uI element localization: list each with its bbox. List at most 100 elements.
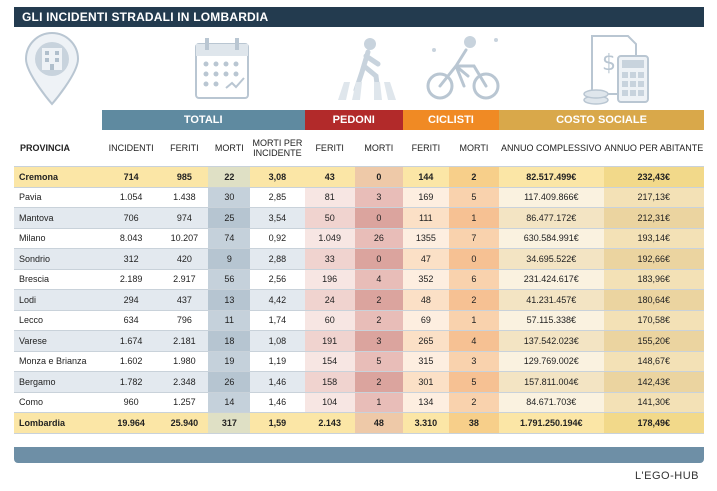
cell-ciclisti-morti: 4 (448, 330, 500, 352)
cell-pedoni-feriti: 24 (304, 289, 355, 311)
cell-morti-per-incidente: 0,92 (250, 228, 305, 249)
cell-annuo-per-abitante: 170,58€ (603, 310, 704, 331)
cell-pedoni-morti: 5 (354, 351, 403, 372)
cell-incidenti: 1.054 (101, 187, 161, 208)
cell-feriti: 985 (160, 166, 209, 188)
cell-ciclisti-feriti: 315 (402, 351, 449, 372)
table-row: Milano 8.043 10.207 74 0,92 1.049 26 1355 7 630.5… (14, 228, 704, 249)
group-ciclisti: CICLISTI (402, 110, 500, 130)
map-pin-building-icon (24, 32, 80, 106)
cell-provincia: Bergamo (14, 371, 102, 393)
table-row: Bergamo 1.782 2.348 26 1,46 158 2 301 5 157.811.0… (14, 371, 704, 393)
cell-morti-per-incidente: 1,19 (250, 351, 305, 372)
cell-annuo-per-abitante: 148,67€ (603, 351, 704, 372)
cell-annuo-complessivo: 630.584.991€ (499, 228, 604, 249)
cell-annuo-complessivo: 86.477.172€ (499, 207, 604, 229)
cell-incidenti: 706 (101, 207, 161, 229)
cell-annuo-per-abitante: 192,66€ (603, 248, 704, 270)
cell-annuo-complessivo: 84.671.703€ (499, 392, 604, 413)
cell-pedoni-feriti: 1.049 (304, 228, 355, 249)
cell-ciclisti-morti: 6 (448, 269, 500, 290)
cell-annuo-complessivo: 129.769.002€ (499, 351, 604, 372)
cell-pedoni-feriti: 81 (304, 187, 355, 208)
cell-morti: 22 (208, 166, 251, 188)
cell-ciclisti-morti: 0 (448, 248, 500, 270)
cell-incidenti: 2.189 (101, 269, 161, 290)
footer-bar (14, 447, 704, 463)
cell-annuo-per-abitante: 178,49€ (603, 412, 704, 434)
cell-morti: 18 (208, 330, 251, 352)
cell-annuo-per-abitante: 142,43€ (603, 371, 704, 393)
cell-provincia: Milano (14, 228, 102, 249)
cell-ciclisti-feriti: 69 (402, 310, 449, 331)
col-ciclisti-feriti: FERITI (402, 130, 449, 167)
cell-feriti: 437 (160, 289, 209, 311)
cell-incidenti: 634 (101, 310, 161, 331)
cell-morti: 317 (208, 412, 251, 434)
table-row: Cremona 714 985 22 3,08 43 0 144 2 82.517.499€ 232… (14, 166, 704, 188)
cell-provincia: Lecco (14, 310, 102, 331)
cell-provincia: Lombardia (14, 412, 102, 434)
cell-incidenti: 714 (101, 166, 161, 188)
cell-annuo-complessivo: 57.115.338€ (499, 310, 604, 331)
credit: L'EGO-HUB (634, 470, 699, 482)
cell-morti: 56 (208, 269, 251, 290)
cell-morti-per-incidente: 2,56 (250, 269, 305, 290)
table-row: Brescia 2.189 2.917 56 2,56 196 4 352 6 231.424.6… (14, 269, 704, 290)
cell-ciclisti-morti: 5 (448, 371, 500, 393)
cell-morti: 9 (208, 248, 251, 270)
cell-annuo-per-abitante: 155,20€ (603, 330, 704, 352)
cell-annuo-complessivo: 1.791.250.194€ (499, 412, 604, 434)
cell-ciclisti-feriti: 111 (402, 207, 449, 229)
table-row: Varese 1.674 2.181 18 1,08 191 3 265 4 137.542.02… (14, 330, 704, 352)
page-title: GLI INCIDENTI STRADALI IN LOMBARDIA (22, 10, 269, 24)
cell-incidenti: 19.964 (101, 412, 161, 434)
cyclist-icon (426, 36, 500, 100)
cell-morti-per-incidente: 2,85 (250, 187, 305, 208)
col-pedoni-feriti: FERITI (304, 130, 355, 167)
cell-morti-per-incidente: 1,46 (250, 392, 305, 413)
cell-morti-per-incidente: 3,54 (250, 207, 305, 229)
cell-ciclisti-feriti: 169 (402, 187, 449, 208)
cell-morti-per-incidente: 4,42 (250, 289, 305, 311)
cell-incidenti: 1.782 (101, 371, 161, 393)
cell-ciclisti-feriti: 1355 (402, 228, 449, 249)
cell-pedoni-feriti: 50 (304, 207, 355, 229)
cell-pedoni-feriti: 104 (304, 392, 355, 413)
calculator-money-icon: $ (583, 35, 649, 105)
cell-pedoni-feriti: 196 (304, 269, 355, 290)
cell-ciclisti-morti: 38 (448, 412, 500, 434)
cell-feriti: 2.917 (160, 269, 209, 290)
cell-annuo-complessivo: 34.695.522€ (499, 248, 604, 270)
cell-pedoni-morti: 2 (354, 371, 403, 393)
title-bar: GLI INCIDENTI STRADALI IN LOMBARDIA (14, 7, 704, 27)
cell-annuo-per-abitante: 141,30€ (603, 392, 704, 413)
cell-pedoni-morti: 1 (354, 392, 403, 413)
cell-annuo-complessivo: 117.409.866€ (499, 187, 604, 208)
table-row: Sondrio 312 420 9 2,88 33 0 47 0 34.695.522€ 192,6… (14, 248, 704, 270)
cell-annuo-per-abitante: 232,43€ (603, 166, 704, 188)
cell-provincia: Monza e Brianza (14, 351, 102, 372)
pedestrian-crossing-icon (338, 38, 396, 100)
cell-pedoni-morti: 0 (354, 207, 403, 229)
cell-pedoni-morti: 3 (354, 330, 403, 352)
cell-morti: 13 (208, 289, 251, 311)
cell-morti: 30 (208, 187, 251, 208)
cell-annuo-complessivo: 41.231.457€ (499, 289, 604, 311)
cell-morti-per-incidente: 1,46 (250, 371, 305, 393)
cell-annuo-complessivo: 137.542.023€ (499, 330, 604, 352)
cell-pedoni-morti: 4 (354, 269, 403, 290)
cell-pedoni-morti: 0 (354, 248, 403, 270)
table-row: Pavia 1.054 1.438 30 2,85 81 3 169 5 117.409.866€… (14, 187, 704, 208)
cell-morti: 26 (208, 371, 251, 393)
cell-annuo-per-abitante: 217,13€ (603, 187, 704, 208)
cell-ciclisti-feriti: 48 (402, 289, 449, 311)
cell-annuo-complessivo: 157.811.004€ (499, 371, 604, 393)
cell-pedoni-morti: 2 (354, 289, 403, 311)
cell-provincia: Brescia (14, 269, 102, 290)
cell-incidenti: 294 (101, 289, 161, 311)
table-row: Lecco 634 796 11 1,74 60 2 69 1 57.115.338€ 170,58… (14, 310, 704, 331)
cell-pedoni-feriti: 2.143 (304, 412, 355, 434)
cell-ciclisti-feriti: 144 (402, 166, 449, 188)
col-provincia: PROVINCIA (14, 130, 102, 167)
